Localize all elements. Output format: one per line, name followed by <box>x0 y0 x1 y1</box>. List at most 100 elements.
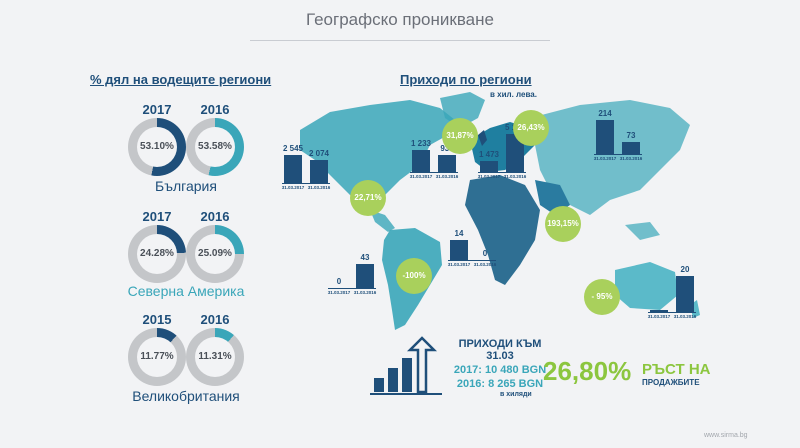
donut-hole <box>137 234 177 274</box>
revenue-by-region-heading: Приходи по региони <box>400 72 532 87</box>
share-donut: 24.28% <box>128 225 186 283</box>
revenue-bar <box>480 160 498 172</box>
revenue-bar <box>412 149 430 172</box>
bar-value-label: 2 545 <box>282 144 304 153</box>
growth-label-line2: ПРОДАЖБИТЕ <box>642 378 700 387</box>
revenue-title-line1: ПРИХОДИ КЪМ <box>458 338 542 350</box>
revenue-bar <box>310 160 328 183</box>
region-name: Великобритания <box>132 388 240 404</box>
donut-hole <box>195 234 235 274</box>
bar-value-label: 73 <box>626 131 636 141</box>
revenue-bar <box>596 119 614 154</box>
region-name: Северна Америка <box>127 283 245 299</box>
revenue-2017: 2017: 10 480 BGN <box>453 364 547 376</box>
growth-label-line1: РЪСТ НА <box>642 361 711 378</box>
revenue-bar <box>506 133 524 172</box>
chart-baseline <box>648 312 696 313</box>
bar-date-label: 31.03.2016 <box>353 290 377 295</box>
revenue-bar <box>356 264 374 288</box>
bar-date-label: 31.03.2017 <box>409 174 433 179</box>
page-title: Географско проникване <box>306 10 494 29</box>
donut-percent-label: 53.58% <box>198 141 232 152</box>
donut-year-label: 2015 <box>142 312 172 327</box>
change-bubble: -100% <box>396 258 432 294</box>
donut-percent-label: 25.09% <box>198 248 232 259</box>
donut-percent-label: 24.28% <box>140 248 174 259</box>
map-africa <box>465 175 540 285</box>
donut-year-label: 2016 <box>200 102 230 117</box>
change-bubble: 22,71% <box>350 180 386 216</box>
bar-date-label: 31.03.2016 <box>673 314 697 319</box>
map-australia <box>615 262 678 310</box>
chart-baseline <box>410 172 458 173</box>
bar-date-label: 31.03.2017 <box>647 314 671 319</box>
revenue-thousands-unit: в хиляди <box>500 391 532 398</box>
bar-value-label: 20 <box>680 265 690 274</box>
chart-baseline <box>282 183 330 184</box>
donut-year-label: 2016 <box>200 209 230 224</box>
bar-value-label: 2 074 <box>308 149 330 159</box>
bar-value-label: 0 <box>482 249 488 258</box>
share-donut: 11.77% <box>128 328 186 386</box>
chart-baseline <box>328 288 376 289</box>
bar-date-label: 31.03.2017 <box>327 290 351 295</box>
bar-date-label: 31.03.2016 <box>473 262 497 267</box>
bar-date-label: 31.03.2017 <box>477 174 501 179</box>
change-bubble: 31,87% <box>442 118 478 154</box>
revenue-bar <box>650 310 668 312</box>
title-divider <box>250 40 550 41</box>
change-bubble: 193,15% <box>545 206 581 242</box>
bar-value-label: 14 <box>454 229 464 239</box>
bar-date-label: 31.03.2017 <box>593 156 617 161</box>
bar-date-label: 31.03.2017 <box>281 185 305 190</box>
revenue-title: ПРИХОДИ КЪМ 31.03 <box>440 338 560 362</box>
share-donut: 25.09% <box>186 225 244 283</box>
donut-year-label: 2016 <box>200 312 230 327</box>
map-southeast-asia <box>625 222 660 240</box>
donut-hole <box>195 337 235 377</box>
bar-date-label: 31.03.2016 <box>619 156 643 161</box>
share-donut: 53.10% <box>128 118 186 176</box>
bar-value-label: 214 <box>598 108 612 118</box>
bar-value-label: 1 233 <box>410 138 432 148</box>
growth-percent: 26,80% <box>543 356 632 386</box>
chart-baseline <box>478 172 526 173</box>
bar-date-label: 31.03.2016 <box>307 185 331 190</box>
map-asia <box>530 100 690 215</box>
bar-value-label: 1 473 <box>478 149 500 159</box>
share-donut: 53.58% <box>186 118 244 176</box>
revenue-bar <box>438 155 456 172</box>
revenue-bar <box>676 276 694 312</box>
revenue-2016: 2016: 8 265 BGN <box>456 378 544 390</box>
growth-chart-icon <box>370 336 442 395</box>
revenue-title-line2: 31.03 <box>486 350 514 362</box>
revenue-unit: в хил. лева. <box>490 90 537 99</box>
change-bubble: - 95% <box>584 279 620 315</box>
chart-baseline <box>448 260 496 261</box>
donut-percent-label: 53.10% <box>140 141 174 152</box>
donut-year-label: 2017 <box>142 209 172 224</box>
bar-date-label: 31.03.2016 <box>435 174 459 179</box>
donut-percent-label: 11.31% <box>198 351 232 362</box>
map-uk <box>478 130 487 146</box>
share-donut: 11.31% <box>186 328 244 386</box>
chart-baseline <box>594 154 642 155</box>
donut-hole <box>137 127 177 167</box>
bar-value-label: 43 <box>360 253 370 263</box>
donut-hole <box>195 127 235 167</box>
leading-regions-heading: % дял на водещите региони <box>90 72 272 87</box>
bar-date-label: 31.03.2017 <box>447 262 471 267</box>
bar-date-label: 31.03.2016 <box>503 174 527 179</box>
region-name: България <box>155 178 217 194</box>
donut-year-label: 2017 <box>142 102 172 117</box>
revenue-bar <box>284 155 302 183</box>
revenue-bar <box>450 240 468 260</box>
map-central-america <box>370 210 395 232</box>
donut-hole <box>137 337 177 377</box>
bar-value-label: 0 <box>336 277 342 286</box>
footer-url: www.sirma.bg <box>704 432 748 439</box>
revenue-bar <box>622 142 640 154</box>
donut-percent-label: 11.77% <box>140 351 174 362</box>
change-bubble: 26,43% <box>513 110 549 146</box>
